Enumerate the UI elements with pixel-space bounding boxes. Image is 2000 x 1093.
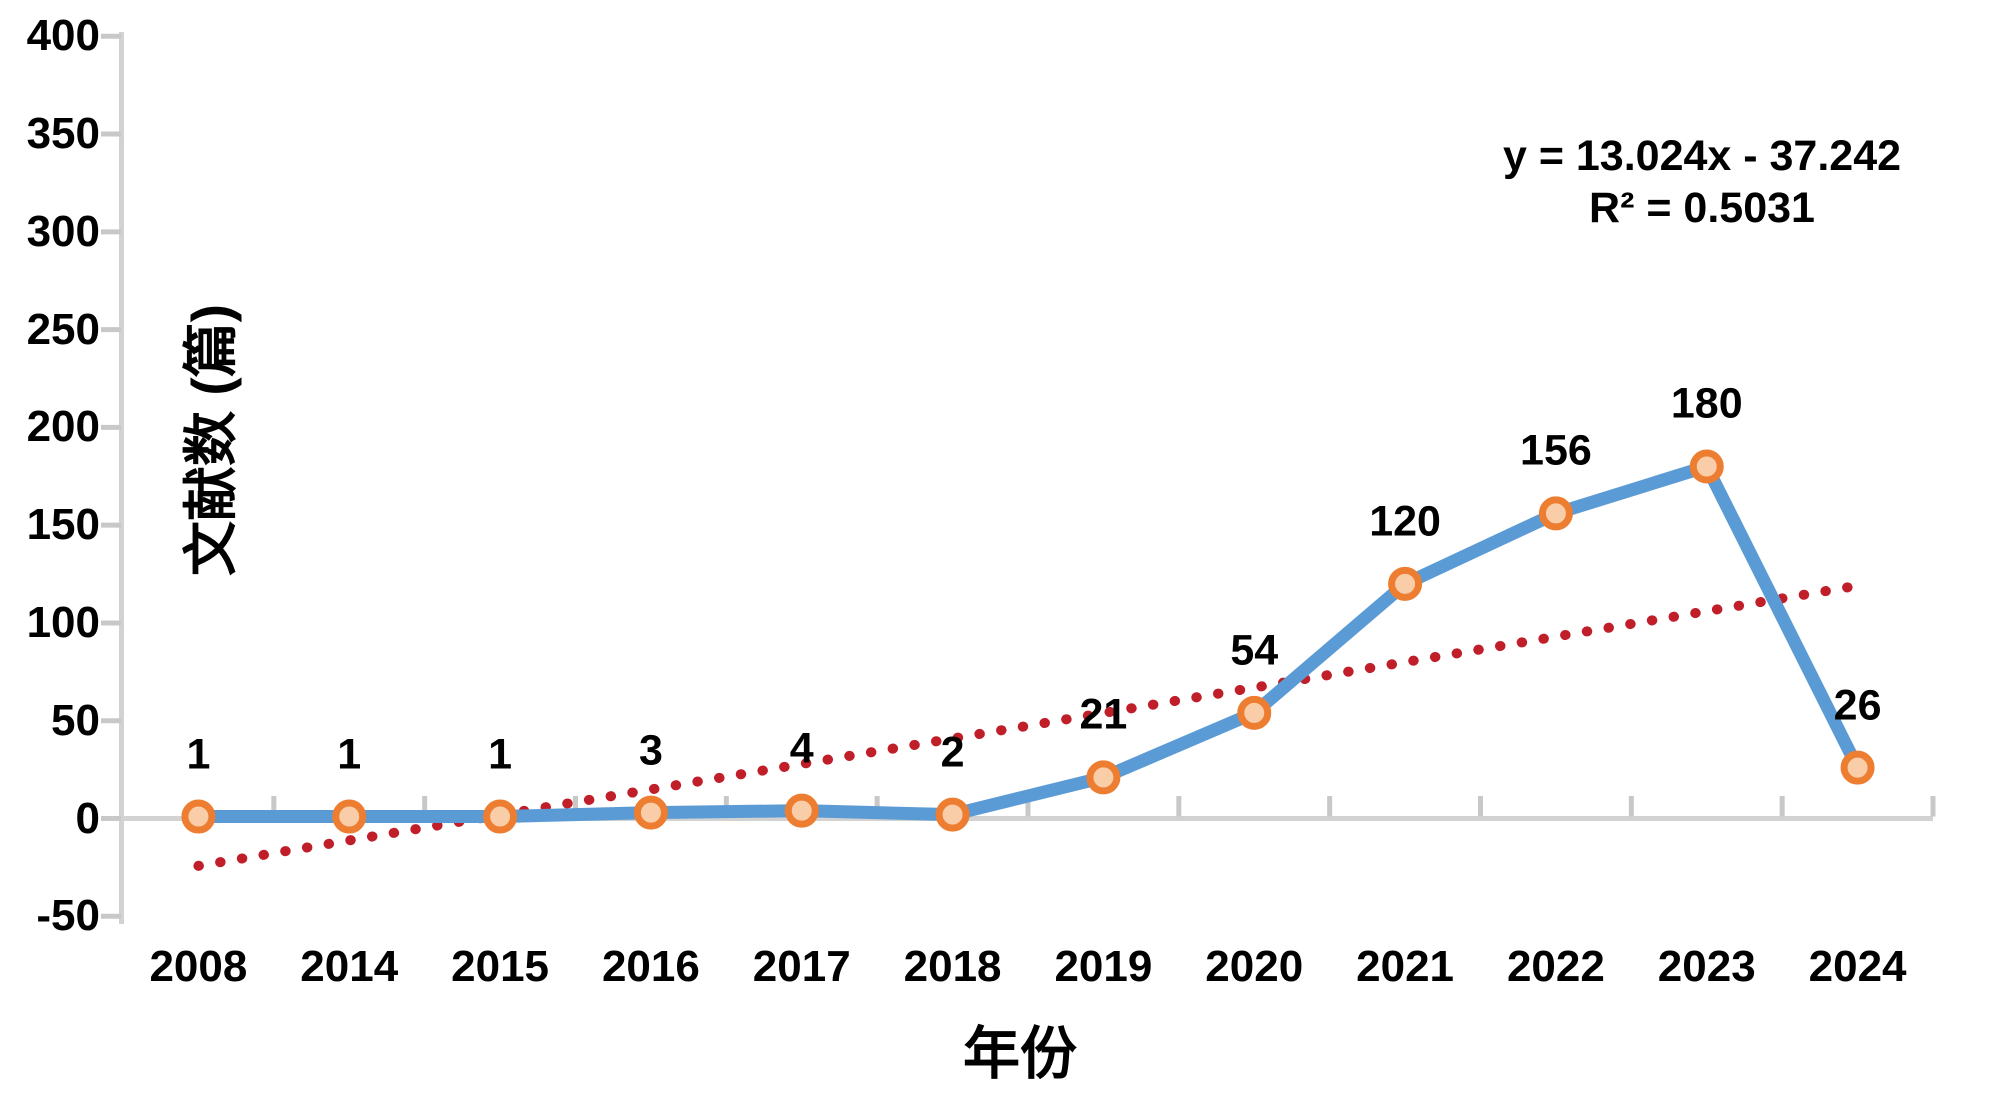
data-point-marker bbox=[1237, 695, 1272, 730]
data-point-marker bbox=[633, 795, 668, 830]
trendline-r-squared: R² = 0.5031 bbox=[1589, 184, 1815, 233]
x-axis-title: 年份 bbox=[963, 1022, 1077, 1086]
data-point-marker bbox=[181, 799, 216, 834]
data-point-marker bbox=[1388, 566, 1423, 601]
data-point-marker bbox=[784, 793, 819, 828]
trendline-dotted bbox=[193, 580, 1863, 871]
y-axis-title: 文献数 (篇) bbox=[180, 304, 242, 576]
trendline-annotation: y = 13.024x - 37.242 R² = 0.5031 bbox=[1452, 130, 1952, 235]
data-point-marker bbox=[1840, 750, 1875, 785]
series-line bbox=[191, 459, 1865, 824]
data-point-marker bbox=[935, 797, 970, 832]
data-point-marker bbox=[1538, 496, 1573, 531]
data-point-marker bbox=[332, 799, 367, 834]
trendline-equation: y = 13.024x - 37.242 bbox=[1502, 132, 1902, 180]
data-point-marker bbox=[1086, 760, 1121, 795]
data-point-marker bbox=[483, 799, 518, 834]
data-point-marker bbox=[1689, 449, 1724, 484]
